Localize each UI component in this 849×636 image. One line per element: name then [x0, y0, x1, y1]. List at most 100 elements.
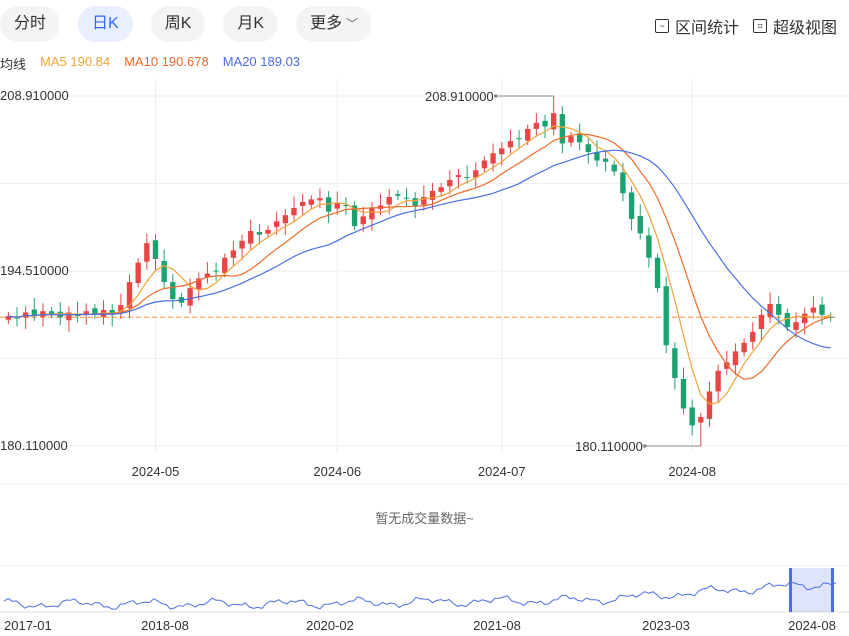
ma5-line — [8, 125, 831, 405]
candle-body — [628, 192, 635, 219]
tab-weekly-k[interactable]: 周K — [150, 6, 206, 42]
candle-body — [291, 207, 297, 216]
candle-body — [715, 370, 721, 392]
candle-body — [576, 133, 583, 143]
candle-body — [325, 197, 332, 212]
candle-body — [698, 416, 704, 423]
candle-body — [481, 160, 488, 169]
candle-body — [542, 120, 548, 127]
tab-more[interactable]: 更多 ﹀ — [296, 6, 373, 42]
overview-x-tick-label: 2018-08 — [141, 618, 189, 633]
super-view-button[interactable]: ⌗ 超级视图 — [752, 14, 837, 38]
overview-right-handle[interactable] — [831, 568, 834, 612]
overview-left-handle[interactable] — [789, 568, 792, 612]
candle-body — [152, 240, 159, 259]
candle-body — [620, 172, 626, 194]
candle-body — [369, 207, 375, 220]
candle-body — [5, 316, 12, 320]
candle-body — [810, 307, 817, 313]
range-stats-button[interactable]: ~ 区间统计 — [654, 14, 739, 38]
candle-body — [256, 231, 263, 235]
chevron-down-icon: ﹀ — [346, 17, 359, 31]
x-tick-label: 2024-07 — [478, 464, 526, 479]
candle-body — [447, 179, 453, 187]
candle-body — [585, 144, 591, 153]
candle-body — [784, 312, 791, 328]
candle-body — [750, 331, 756, 342]
candle-body — [637, 215, 643, 234]
overview-x-tick-label: 2024-08 — [788, 618, 836, 633]
candle-body — [473, 170, 479, 178]
tab-daily-k[interactable]: 日K — [78, 6, 133, 42]
overview-x-tick-label: 2021-08 — [473, 618, 521, 633]
candle-body — [308, 199, 314, 205]
candle-body — [680, 379, 687, 409]
candle-body — [438, 187, 444, 192]
candle-body — [230, 250, 237, 258]
chart-toolbar: ~ 区间统计 ⌗ 超级视图 — [654, 14, 837, 38]
candle-body — [776, 303, 782, 315]
min-marker-label: 180.110000 — [575, 439, 643, 454]
candle-body — [550, 113, 557, 130]
candle-body — [170, 282, 176, 300]
candle-body — [672, 348, 678, 379]
candle-body — [299, 201, 306, 206]
candle-body — [161, 260, 167, 283]
candle-body — [525, 128, 531, 141]
tab-monthly-k[interactable]: 月K — [223, 6, 279, 42]
candle-body — [386, 196, 392, 205]
candle-body — [767, 303, 773, 317]
x-tick-label: 2024-06 — [313, 464, 361, 479]
candle-body — [118, 305, 124, 313]
candle-body — [654, 257, 661, 289]
candle-body — [48, 311, 55, 314]
candle-body — [802, 313, 808, 324]
candle-body — [126, 282, 133, 309]
candle-body — [602, 158, 609, 162]
candle-body — [273, 221, 280, 227]
overview-navigator[interactable]: 2017-01 2018-08 2020-02 2021-08 2023-03 2024-… — [0, 560, 849, 636]
candle-body — [464, 177, 470, 179]
range-stats-label: 区间统计 — [674, 20, 739, 37]
range-stats-icon: ~ — [654, 19, 669, 33]
candle-body — [412, 198, 418, 207]
candle-body — [429, 190, 436, 200]
overview-x-tick-label: 2020-02 — [306, 618, 354, 633]
candle-body — [222, 257, 228, 274]
candle-body — [360, 216, 366, 225]
candle-body — [732, 351, 739, 366]
candle-body — [343, 205, 349, 207]
candle-body — [490, 153, 496, 164]
tab-intraday[interactable]: 分时 — [0, 6, 61, 42]
candle-body — [144, 243, 150, 262]
candle-body — [109, 310, 115, 315]
candle-body — [507, 141, 514, 148]
candle-body — [248, 231, 254, 244]
y-tick-label: 194.510000 — [0, 263, 69, 278]
x-tick-label: 2024-05 — [132, 464, 180, 479]
ma-legend-title: 均线 — [0, 57, 27, 72]
tab-more-label: 更多 — [310, 15, 343, 32]
candle-body — [533, 122, 540, 129]
candle-body — [594, 152, 600, 161]
candle-body — [706, 391, 713, 419]
candle-body — [282, 215, 289, 224]
candle-body — [568, 136, 574, 143]
candle-body — [741, 342, 747, 353]
candle-body — [22, 312, 29, 318]
candle-body — [758, 314, 765, 329]
ma10-line — [8, 133, 831, 380]
candle-body — [213, 270, 219, 272]
ma5-value: MA5 190.84 — [40, 54, 111, 69]
candlestick-chart[interactable]: 208.910000 194.510000 180.110000 2024-05 202… — [0, 78, 849, 498]
candle-body — [819, 304, 825, 315]
overview-x-tick-label: 2017-01 — [4, 618, 52, 633]
overview-selection-window[interactable] — [791, 568, 833, 612]
candle-body — [334, 203, 340, 209]
overview-price-line — [3, 581, 837, 610]
candle-body — [646, 235, 652, 258]
candle-body — [689, 407, 695, 426]
min-marker-dot — [643, 444, 647, 448]
candle-body — [204, 273, 211, 278]
candle-body — [403, 197, 410, 199]
